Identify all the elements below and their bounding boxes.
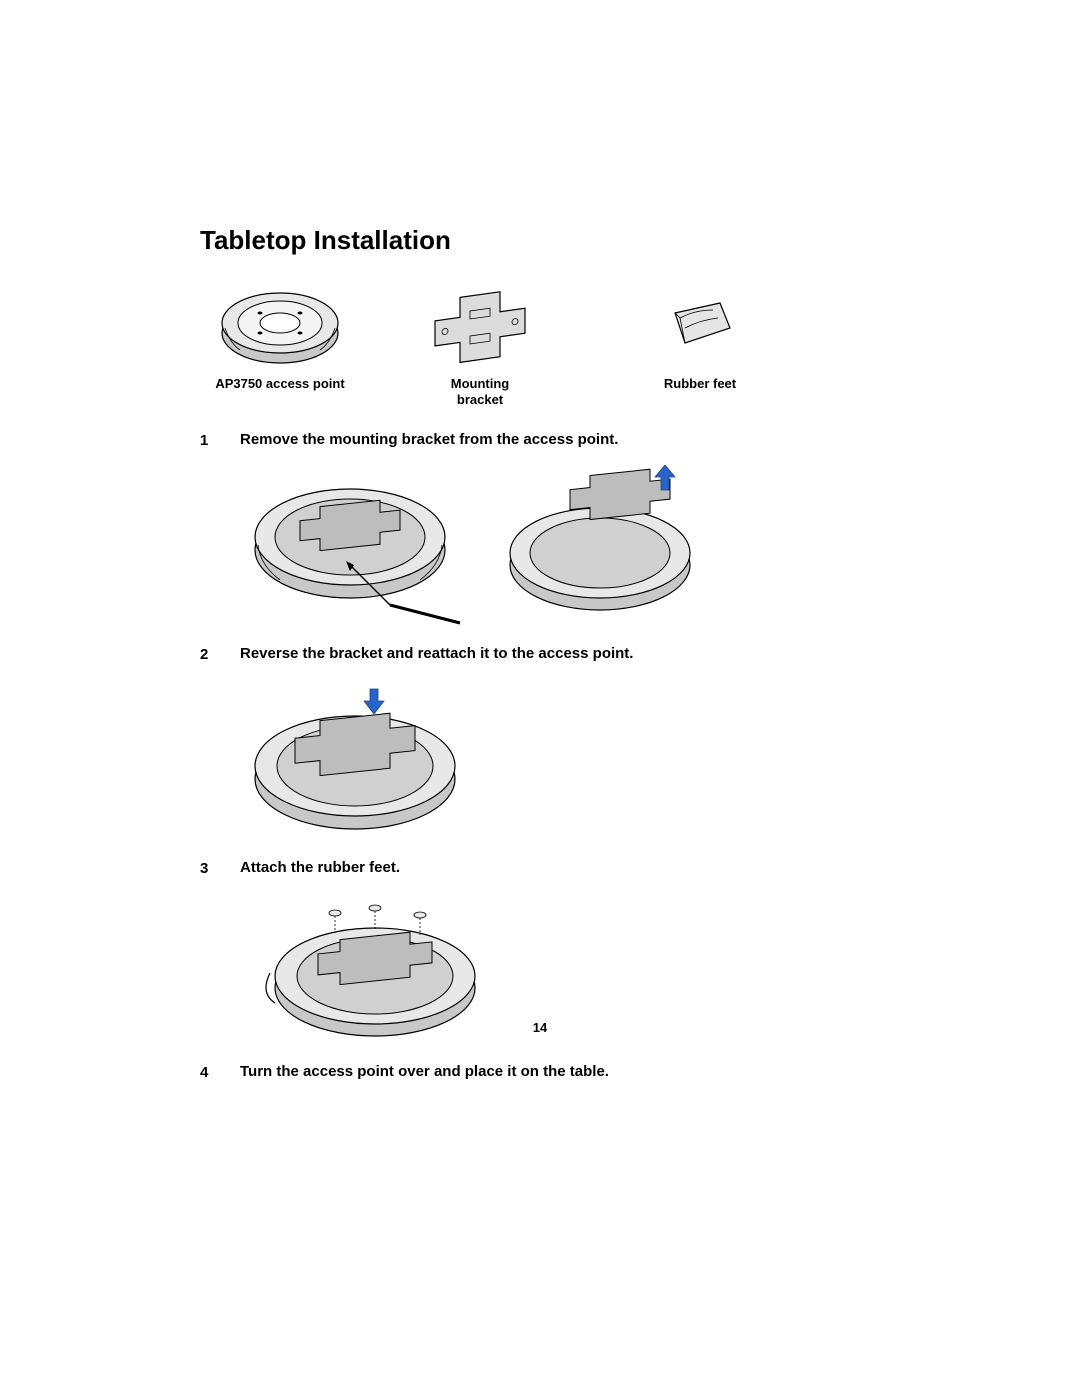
step-3: 3 Attach the rubber feet. — [200, 859, 880, 877]
step-2: 2 Reverse the bracket and reattach it to… — [200, 645, 880, 663]
step-2-text: Reverse the bracket and reattach it to t… — [240, 645, 633, 662]
step-2-num: 2 — [200, 645, 218, 663]
step-4-text: Turn the access point over and place it … — [240, 1063, 609, 1080]
bracket-icon — [420, 278, 540, 368]
step-4: 4 Turn the access point over and place i… — [200, 1063, 880, 1081]
step-1-figure — [240, 465, 880, 625]
part-feet-label: Rubber feet — [630, 376, 770, 392]
step-3-text: Attach the rubber feet. — [240, 859, 400, 876]
step1-left-icon — [240, 465, 470, 625]
step-1-text: Remove the mounting bracket from the acc… — [240, 431, 618, 448]
page-number: 14 — [0, 1020, 1080, 1035]
step1-right-icon — [500, 465, 710, 625]
part-bracket-label: Mounting bracket — [410, 376, 550, 409]
part-ap-label: AP3750 access point — [210, 376, 350, 392]
page-title: Tabletop Installation — [200, 225, 880, 256]
step2-icon — [240, 679, 470, 839]
step-2-figure — [240, 679, 880, 839]
step-1: 1 Remove the mounting bracket from the a… — [200, 431, 880, 449]
part-bracket: Mounting bracket — [410, 278, 550, 409]
ap-icon — [215, 278, 345, 368]
step-4-num: 4 — [200, 1063, 218, 1081]
rubber-feet-icon — [655, 278, 745, 368]
step-1-num: 1 — [200, 431, 218, 449]
part-feet: Rubber feet — [630, 278, 770, 392]
step-3-num: 3 — [200, 859, 218, 877]
parts-row: AP3750 access point Mounting bracket Rub… — [210, 278, 880, 409]
part-ap: AP3750 access point — [210, 278, 350, 392]
